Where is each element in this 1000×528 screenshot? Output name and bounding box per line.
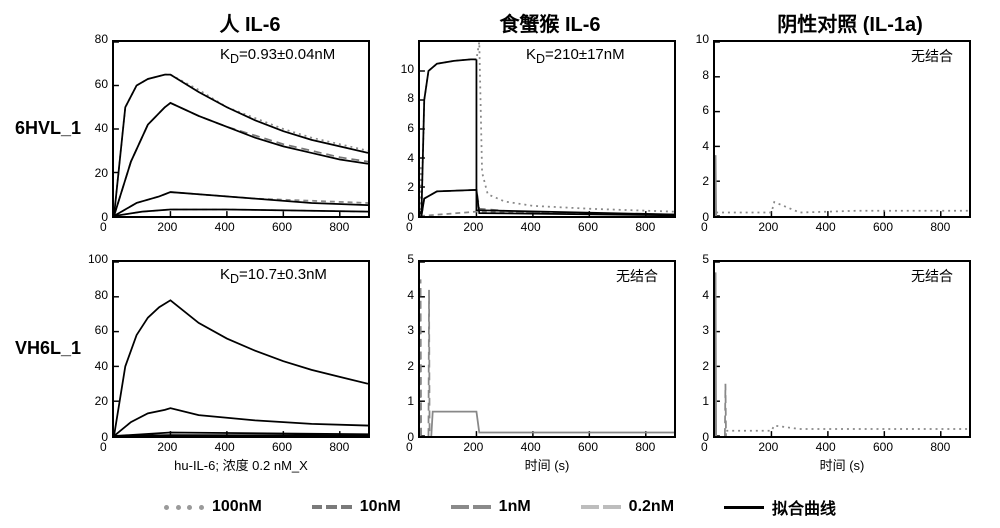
col-header-1: 食蟹猴 IL-6 [470, 8, 630, 37]
y-tick-label: 60 [78, 77, 108, 91]
legend-item-10nm: 10nM [312, 498, 401, 516]
y-tick-label: 80 [78, 288, 108, 302]
x-tick-label: 200 [157, 220, 177, 234]
x-axis-label-col1: 时间 (s) [418, 455, 676, 474]
x-tick-label: 200 [758, 220, 778, 234]
x-tick-label: 200 [758, 440, 778, 454]
no-binding-label: 无结合 [616, 266, 658, 286]
x-tick-label: 600 [272, 440, 292, 454]
y-tick-label: 4 [384, 288, 414, 302]
legend-swatch-shortdash [451, 505, 491, 509]
x-tick-label: 400 [816, 220, 836, 234]
y-tick-label: 6 [384, 121, 414, 135]
legend-label: 1nM [499, 498, 531, 516]
panel-r0c0 [112, 40, 370, 218]
panel-r1c0 [112, 260, 370, 438]
row-label-1: VH6L_1 [15, 338, 81, 359]
y-tick-label: 0 [679, 430, 709, 444]
x-tick-label: 800 [930, 220, 950, 234]
legend-item-1nm: 1nM [451, 498, 531, 516]
y-tick-label: 1 [384, 394, 414, 408]
y-tick-label: 0 [384, 210, 414, 224]
x-tick-label: 800 [329, 220, 349, 234]
no-binding-label: 无结合 [911, 266, 953, 286]
x-tick-label: 800 [329, 440, 349, 454]
y-tick-label: 40 [78, 121, 108, 135]
panel-r1c2 [713, 260, 971, 438]
kd-annotation: KD=0.93±0.04nM [220, 46, 335, 66]
y-tick-label: 2 [679, 174, 709, 188]
no-binding-label: 无结合 [911, 46, 953, 66]
y-tick-label: 10 [679, 32, 709, 46]
y-tick-label: 2 [384, 359, 414, 373]
x-tick-label: 400 [215, 220, 235, 234]
legend-swatch-dashed [312, 505, 352, 509]
y-tick-label: 20 [78, 166, 108, 180]
x-tick-label: 600 [873, 220, 893, 234]
y-tick-label: 2 [679, 359, 709, 373]
x-axis-label-col0: hu-IL-6; 浓度 0.2 nM_X [112, 455, 370, 474]
legend-label: 10nM [360, 498, 401, 516]
y-tick-label: 0 [384, 430, 414, 444]
x-tick-label: 200 [463, 220, 483, 234]
legend-label: 拟合曲线 [772, 495, 836, 519]
x-axis-label-col2: 时间 (s) [713, 455, 971, 474]
col-header-2: 阴性对照 (IL-1a) [740, 8, 960, 37]
y-tick-label: 80 [78, 32, 108, 46]
panel-r0c1 [418, 40, 676, 218]
row-label-0: 6HVL_1 [15, 118, 81, 139]
y-tick-label: 3 [384, 323, 414, 337]
legend-swatch-shortdash-light [581, 505, 621, 509]
y-tick-label: 20 [78, 394, 108, 408]
y-tick-label: 0 [78, 210, 108, 224]
y-tick-label: 4 [384, 151, 414, 165]
x-tick-label: 800 [635, 440, 655, 454]
y-tick-label: 4 [679, 288, 709, 302]
y-tick-label: 5 [384, 252, 414, 266]
y-tick-label: 100 [78, 252, 108, 266]
y-tick-label: 60 [78, 323, 108, 337]
legend-label: 100nM [212, 498, 262, 516]
legend-item-100nm: 100nM [164, 498, 262, 516]
y-tick-label: 8 [384, 91, 414, 105]
legend-swatch-solid [724, 506, 764, 509]
col-header-0: 人 IL-6 [180, 8, 320, 37]
kd-annotation: KD=210±17nM [526, 46, 625, 66]
x-tick-label: 800 [635, 220, 655, 234]
kd-annotation: KD=10.7±0.3nM [220, 266, 327, 286]
legend-swatch-dotted [164, 504, 204, 510]
y-tick-label: 8 [679, 68, 709, 82]
y-tick-label: 10 [384, 62, 414, 76]
y-tick-label: 3 [679, 323, 709, 337]
figure-root: 人 IL-6 食蟹猴 IL-6 阴性对照 (IL-1a) 6HVL_1 VH6L… [0, 0, 1000, 528]
y-tick-label: 2 [384, 180, 414, 194]
legend-label: 0.2nM [629, 498, 674, 516]
y-tick-label: 6 [679, 103, 709, 117]
panel-r0c2 [713, 40, 971, 218]
x-tick-label: 600 [578, 440, 598, 454]
legend: 100nM 10nM 1nM 0.2nM 拟合曲线 [0, 492, 1000, 522]
y-tick-label: 0 [78, 430, 108, 444]
x-tick-label: 400 [521, 220, 541, 234]
x-tick-label: 400 [521, 440, 541, 454]
y-tick-label: 40 [78, 359, 108, 373]
x-tick-label: 600 [873, 440, 893, 454]
y-tick-label: 1 [679, 394, 709, 408]
y-tick-label: 4 [679, 139, 709, 153]
legend-item-02nm: 0.2nM [581, 498, 674, 516]
x-tick-label: 200 [463, 440, 483, 454]
x-tick-label: 800 [930, 440, 950, 454]
x-tick-label: 400 [816, 440, 836, 454]
legend-item-fit: 拟合曲线 [724, 495, 836, 519]
x-tick-label: 600 [272, 220, 292, 234]
x-tick-label: 400 [215, 440, 235, 454]
panel-r1c1 [418, 260, 676, 438]
y-tick-label: 5 [679, 252, 709, 266]
x-tick-label: 200 [157, 440, 177, 454]
x-tick-label: 600 [578, 220, 598, 234]
y-tick-label: 0 [679, 210, 709, 224]
